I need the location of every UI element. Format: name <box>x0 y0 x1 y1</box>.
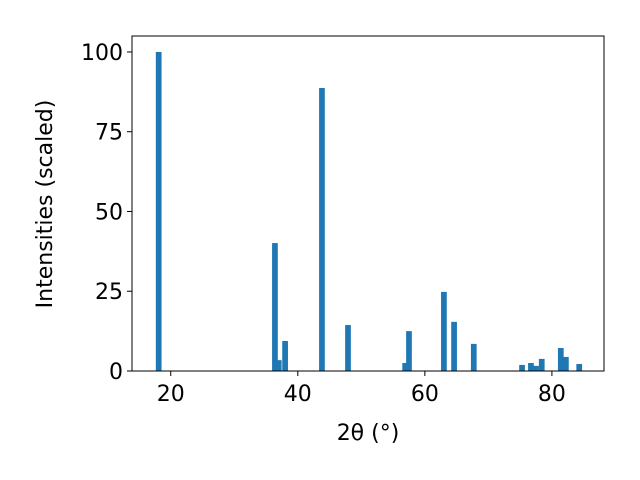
y-tick-label: 25 <box>95 280 123 305</box>
bar <box>519 364 525 371</box>
x-tick-label: 40 <box>284 382 312 407</box>
bar <box>402 363 409 371</box>
bar <box>533 365 539 371</box>
bar <box>563 356 569 371</box>
bar <box>528 363 534 371</box>
x-axis-label: 2θ (°) <box>337 421 400 446</box>
y-tick-label: 50 <box>95 200 123 225</box>
y-tick-label: 100 <box>81 41 123 66</box>
y-tick-label: 0 <box>109 360 123 385</box>
bar <box>557 348 564 371</box>
plot-frame <box>131 35 605 372</box>
x-tick-label: 20 <box>157 382 185 407</box>
bar <box>319 88 325 371</box>
bar <box>282 341 288 371</box>
bar <box>155 51 162 371</box>
bar <box>441 291 447 371</box>
bar <box>345 325 351 371</box>
bar <box>272 243 278 371</box>
y-tick-label: 75 <box>95 121 123 146</box>
y-axis-label: Intensities (scaled) <box>33 100 58 309</box>
bar <box>275 360 282 371</box>
bar <box>538 358 545 371</box>
bar <box>470 343 477 371</box>
x-tick-label: 60 <box>411 382 439 407</box>
bar <box>451 321 457 371</box>
x-tick-label: 80 <box>538 382 566 407</box>
bar <box>576 363 583 371</box>
bar <box>406 331 412 371</box>
